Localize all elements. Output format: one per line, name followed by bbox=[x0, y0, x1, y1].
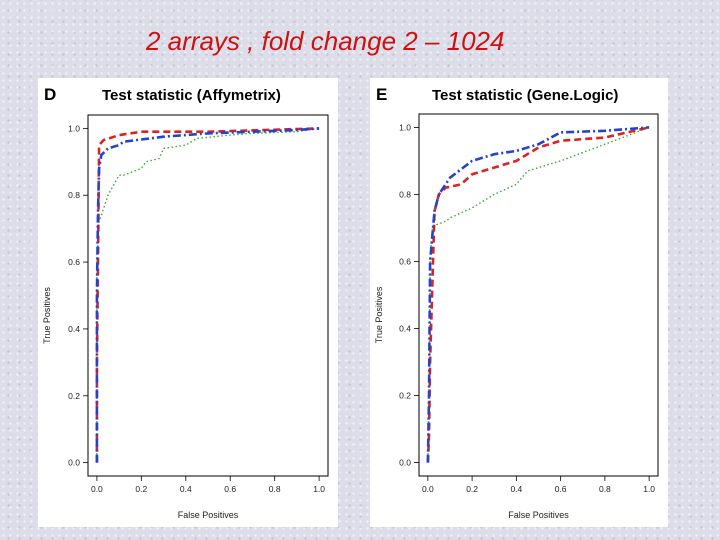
chart-panel-affymetrix: D Test statistic (Affymetrix) 0.0 0.2 0.4 0.6… bbox=[38, 78, 338, 527]
y-tick-label: 0.2 bbox=[68, 391, 80, 401]
roc-chart-affymetrix: D Test statistic (Affymetrix) 0.0 0.2 0.4 0.6… bbox=[42, 85, 329, 520]
x-tick-label: 0.2 bbox=[466, 484, 478, 494]
y-tick-label: 0.6 bbox=[399, 256, 411, 266]
plot-frame bbox=[418, 113, 659, 477]
y-tick-label: 1.0 bbox=[399, 122, 411, 132]
panel-letter: D bbox=[44, 85, 56, 104]
roc-series-line-3 bbox=[96, 127, 320, 463]
chart-title: Test statistic (Affymetrix) bbox=[102, 87, 281, 104]
y-tick-label: 0.8 bbox=[68, 190, 80, 200]
panel-letter: E bbox=[376, 85, 387, 104]
x-axis-label: False Positives bbox=[508, 510, 569, 520]
x-tick-label: 0.6 bbox=[555, 484, 567, 494]
x-tick-label: 0.2 bbox=[135, 484, 147, 494]
roc-series-line-1 bbox=[426, 126, 650, 463]
x-tick-label: 0.4 bbox=[180, 484, 192, 494]
y-tick-label: 1.0 bbox=[68, 123, 80, 133]
roc-series-line-1 bbox=[95, 127, 320, 463]
roc-series-line-2 bbox=[95, 127, 320, 463]
y-tick-label: 0.2 bbox=[399, 391, 411, 401]
plot-frame bbox=[87, 114, 329, 477]
roc-chart-genelogic: E Test statistic (Gene.Logic) 0.0 0.2 0.4 0.6… bbox=[374, 85, 659, 520]
x-tick-label: 0.0 bbox=[422, 484, 434, 494]
y-axis-label: True Positives bbox=[42, 287, 52, 344]
roc-series-line-3 bbox=[427, 126, 650, 463]
x-axis-label: False Positives bbox=[178, 510, 239, 520]
x-tick-label: 0.6 bbox=[224, 484, 236, 494]
x-tick-label: 1.0 bbox=[313, 484, 325, 494]
x-tick-label: 0.8 bbox=[269, 484, 281, 494]
y-tick-label: 0.0 bbox=[68, 458, 80, 468]
roc-series-line-2 bbox=[426, 126, 650, 463]
chart-title: Test statistic (Gene.Logic) bbox=[432, 87, 618, 104]
y-tick-label: 0.6 bbox=[68, 257, 80, 267]
chart-panel-genelogic: E Test statistic (Gene.Logic) 0.0 0.2 0.4 0.6… bbox=[370, 78, 668, 527]
x-tick-label: 1.0 bbox=[643, 484, 655, 494]
y-tick-label: 0.8 bbox=[399, 189, 411, 199]
slide-title: 2 arrays , fold change 2 – 1024 bbox=[146, 26, 505, 56]
y-tick-label: 0.4 bbox=[399, 324, 411, 334]
x-tick-label: 0.0 bbox=[91, 484, 103, 494]
y-tick-label: 0.0 bbox=[399, 458, 411, 468]
y-axis-label: True Positives bbox=[374, 286, 384, 343]
x-tick-label: 0.8 bbox=[599, 484, 611, 494]
x-tick-label: 0.4 bbox=[510, 484, 522, 494]
y-tick-label: 0.4 bbox=[68, 324, 80, 334]
